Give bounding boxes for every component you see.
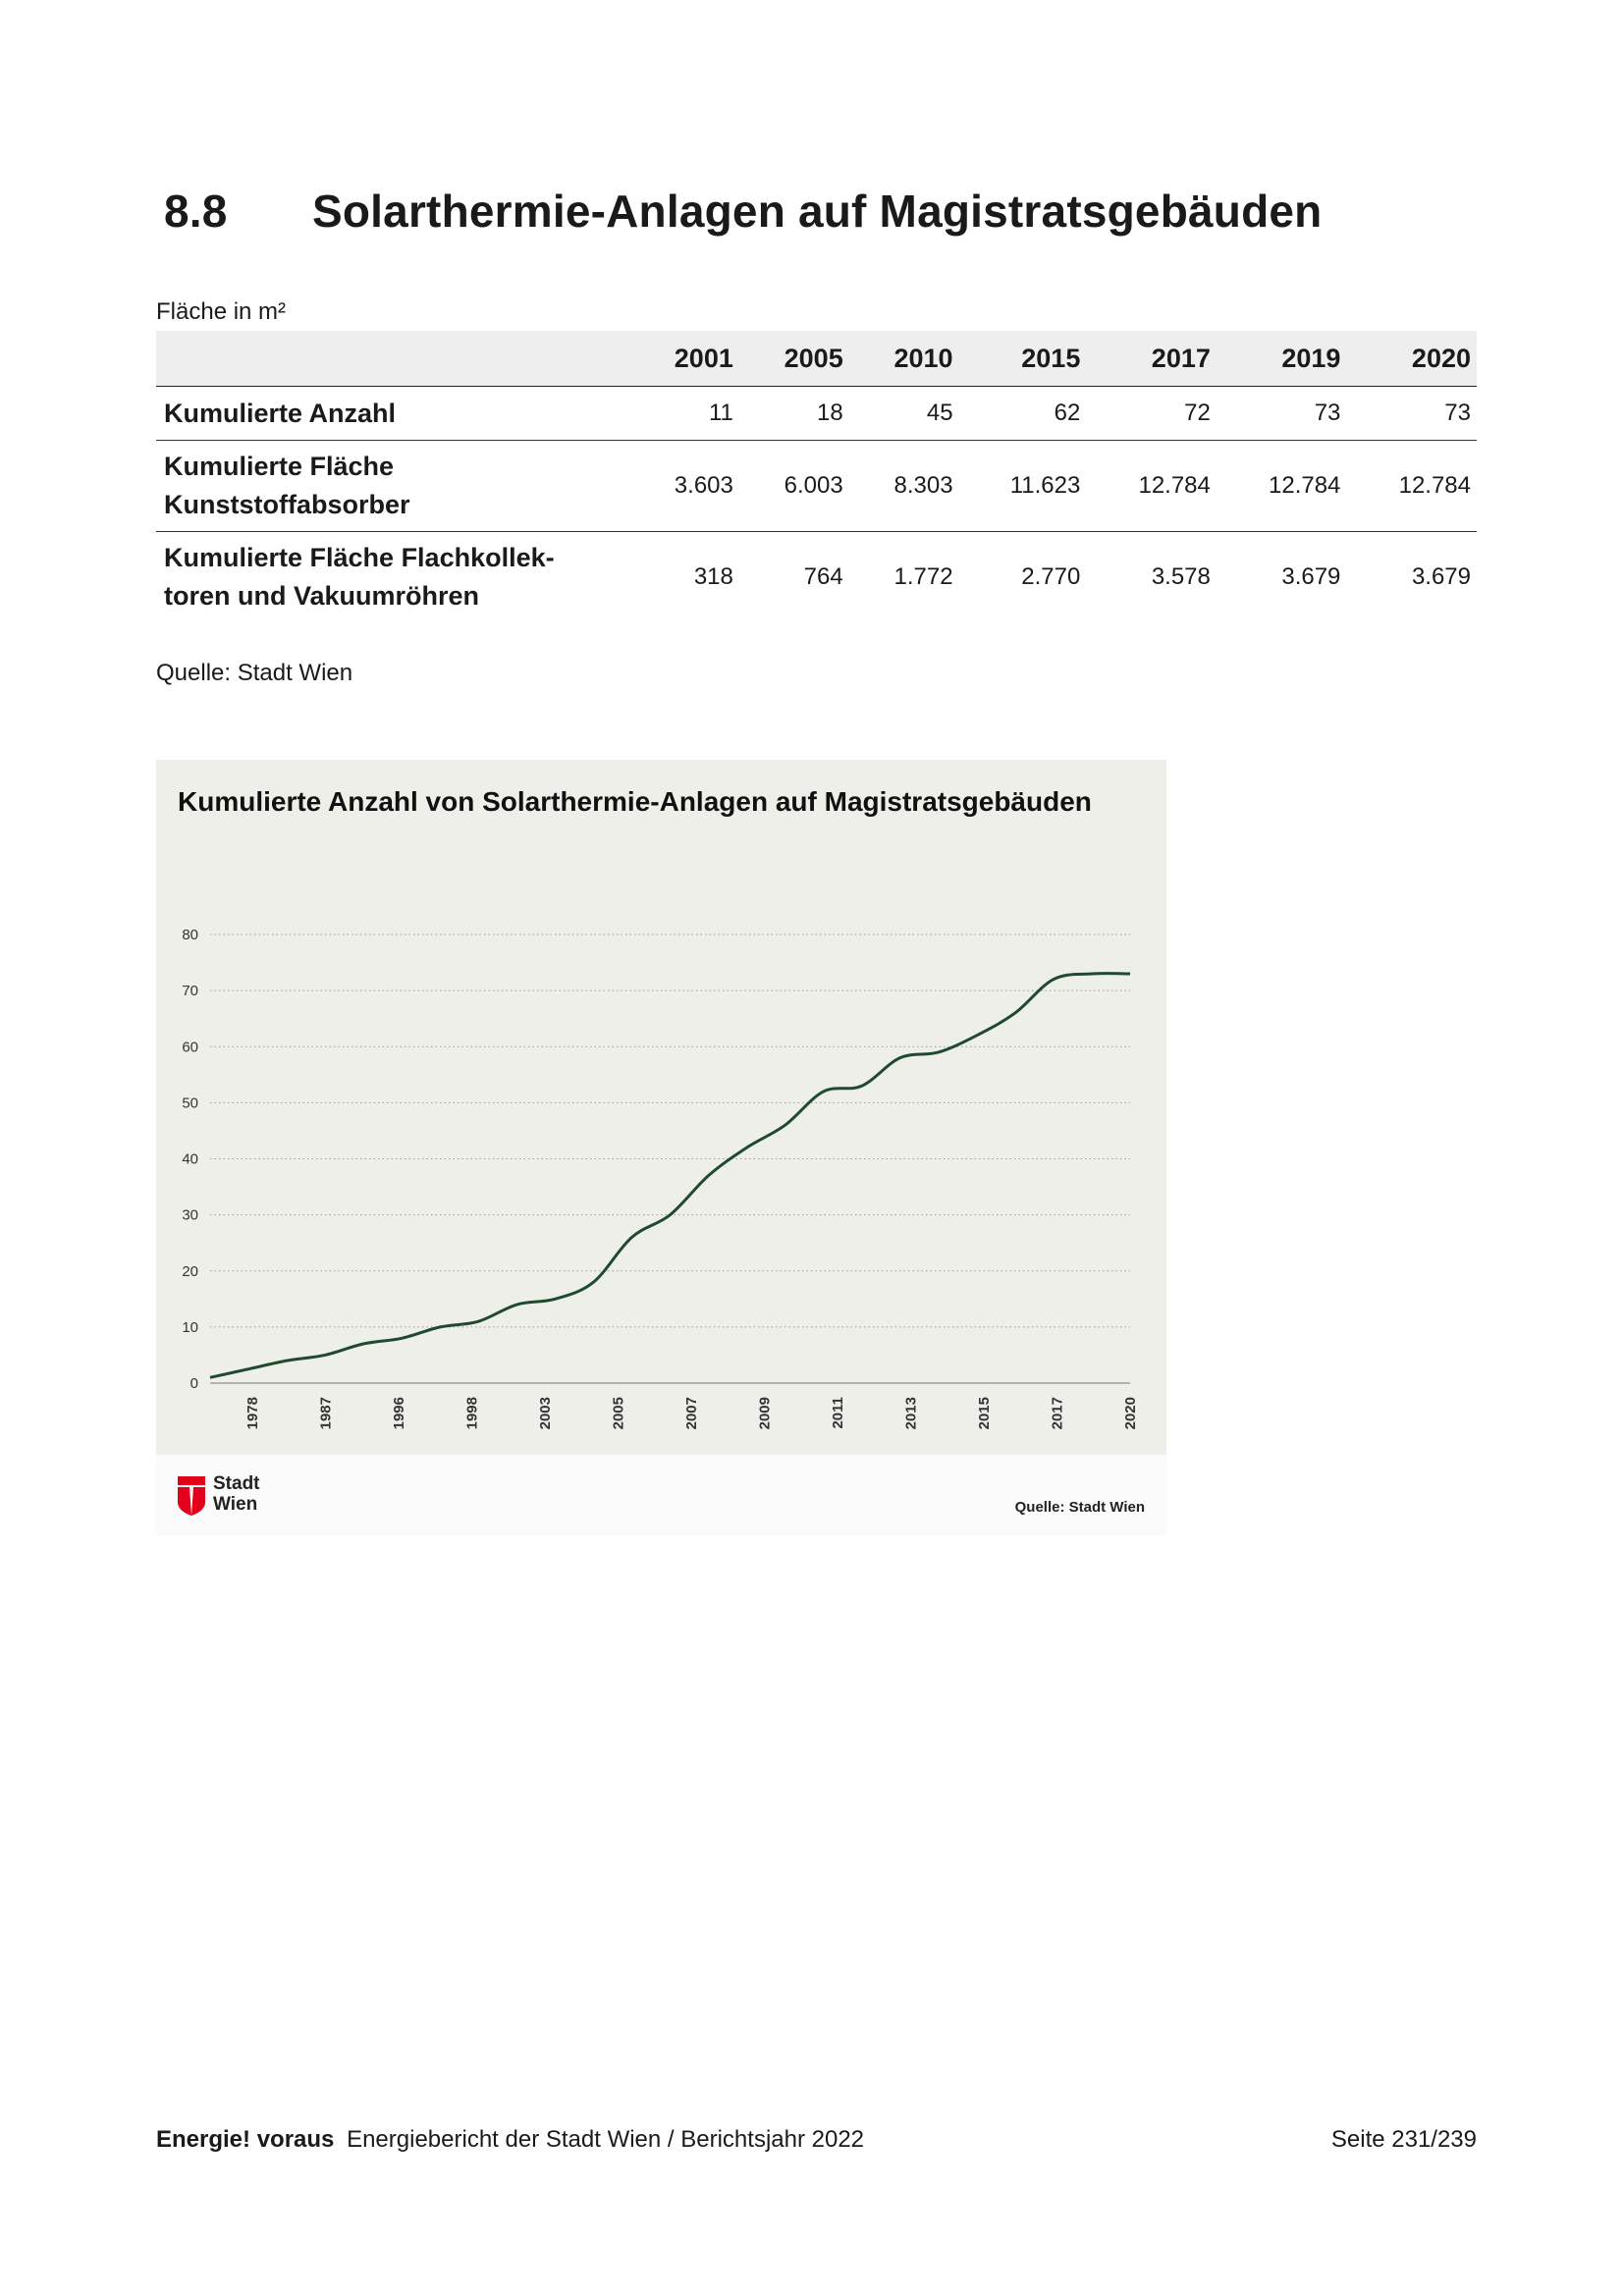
logo-text-line: Stadt xyxy=(213,1473,260,1494)
x-tick-label: 2005 xyxy=(611,1397,627,1429)
y-tick-label: 60 xyxy=(182,1039,198,1055)
table-cell: 62 xyxy=(958,386,1087,441)
data-table: 2001 2005 2010 2015 2017 2019 2020 Kumul… xyxy=(156,331,1477,622)
table-unit-label: Fläche in m² xyxy=(156,298,287,325)
footer-text: Energiebericht der Stadt Wien / Berichts… xyxy=(347,2126,865,2153)
x-tick-label: 2020 xyxy=(1122,1397,1139,1429)
page-footer: Energie! voraus Energiebericht der Stadt… xyxy=(156,2126,1477,2154)
year-header: 2015 xyxy=(958,331,1087,387)
year-header: 2005 xyxy=(738,331,849,387)
section-number: 8.8 xyxy=(164,186,228,237)
row-label: Kumulierte Anzahl xyxy=(156,386,629,441)
x-tick-label: 2003 xyxy=(537,1397,554,1429)
x-tick-label: 2015 xyxy=(976,1397,993,1429)
table-cell: 11 xyxy=(629,386,739,441)
table-cell: 2.770 xyxy=(1021,563,1081,590)
section-title: Solarthermie-Anlagen auf Magistratsgebäu… xyxy=(312,186,1323,237)
x-tick-label: 1998 xyxy=(464,1397,481,1429)
year-header: 2017 xyxy=(1086,331,1217,387)
chart-panel: Kumulierte Anzahl von Solarthermie-Anlag… xyxy=(156,760,1166,1455)
x-tick-label: 2017 xyxy=(1050,1397,1066,1429)
table-header-row: 2001 2005 2010 2015 2017 2019 2020 xyxy=(156,331,1477,387)
series-line xyxy=(209,972,1131,1379)
y-tick-label: 80 xyxy=(182,927,198,943)
table-cell: 72 xyxy=(1086,386,1217,441)
x-tick-label: 2007 xyxy=(683,1397,700,1429)
chart-footer: Stadt Wien Quelle: Stadt Wien xyxy=(156,1455,1166,1535)
table-source: Quelle: Stadt Wien xyxy=(156,660,353,686)
table-cell: 11.623 xyxy=(958,440,1087,532)
y-tick-label: 10 xyxy=(182,1319,198,1336)
stadt-wien-logo-icon xyxy=(178,1476,205,1516)
table-cell: 45 xyxy=(848,386,959,441)
x-tick-label: 2011 xyxy=(830,1397,846,1429)
section-heading: 8.8 Solarthermie-Anlagen auf Magistratsge… xyxy=(164,185,1322,238)
y-tick-label: 20 xyxy=(182,1263,198,1280)
y-tick-label: 50 xyxy=(182,1095,198,1111)
logo-text: Stadt Wien xyxy=(213,1473,260,1515)
year-header: 2019 xyxy=(1216,331,1347,387)
row-label-line: Kunststoffabsorber xyxy=(164,490,410,519)
table-cell: 73 xyxy=(1346,386,1477,441)
table-cell: 18 xyxy=(738,386,849,441)
y-tick-label: 40 xyxy=(182,1151,198,1168)
row-label-line: Kumulierte Fläche xyxy=(164,452,395,481)
row-label-line: toren und Vakuumröhren xyxy=(164,581,480,611)
table-cell: 73 xyxy=(1216,386,1347,441)
x-tick-label: 2009 xyxy=(757,1397,774,1429)
page-number: Seite 231/239 xyxy=(1330,2126,1477,2153)
table-cell: 318 xyxy=(693,563,733,590)
y-tick-label: 0 xyxy=(190,1375,198,1392)
year-header: 2010 xyxy=(848,331,959,387)
row-label: Kumulierte Fläche Kunststoffabsorber xyxy=(156,440,629,532)
table-cell: 764 xyxy=(803,563,843,590)
x-tick-label: 1978 xyxy=(244,1397,261,1429)
table-cell: 3.679 xyxy=(1281,563,1341,590)
table-cell: 12.784 xyxy=(1086,440,1217,532)
table-cell: 12.784 xyxy=(1346,440,1477,532)
year-header: 2020 xyxy=(1346,331,1477,387)
line-chart: 0 10 20 30 40 50 60 70 80 1978 1987 1996 1998 2003 200… xyxy=(182,927,1139,1429)
table-row: Kumulierte Fläche Kunststoffabsorber 3.6… xyxy=(156,440,1477,532)
x-tick-label: 2013 xyxy=(903,1397,920,1429)
table-cell: 3.679 xyxy=(1411,563,1471,590)
row-label: Kumulierte Fläche Flachkollek- toren und… xyxy=(156,532,629,623)
table-cell: 8.303 xyxy=(848,440,959,532)
table-header-empty xyxy=(156,331,629,387)
table-cell: 12.784 xyxy=(1216,440,1347,532)
table-row: Kumulierte Anzahl 11 18 45 62 72 73 73 xyxy=(156,386,1477,441)
y-tick-label: 70 xyxy=(182,983,198,999)
chart-source: Quelle: Stadt Wien xyxy=(1014,1499,1145,1516)
x-tick-label: 1996 xyxy=(391,1397,407,1429)
row-label-line: Kumulierte Fläche Flachkollek- xyxy=(164,543,555,572)
table-cell: 3.578 xyxy=(1151,563,1211,590)
logo-text-line: Wien xyxy=(213,1494,258,1515)
chart-title: Kumulierte Anzahl von Solarthermie-Anlag… xyxy=(178,786,1092,817)
table-cell: 1.772 xyxy=(893,563,953,590)
y-tick-label: 30 xyxy=(182,1207,198,1224)
table-cell: 6.003 xyxy=(738,440,849,532)
table-cell: 3.603 xyxy=(629,440,739,532)
x-tick-label: 1987 xyxy=(318,1397,335,1429)
footer-brand: Energie! voraus xyxy=(156,2126,335,2153)
table-row: Kumulierte Fläche Flachkollek- toren und… xyxy=(156,532,1477,623)
year-header: 2001 xyxy=(629,331,739,387)
